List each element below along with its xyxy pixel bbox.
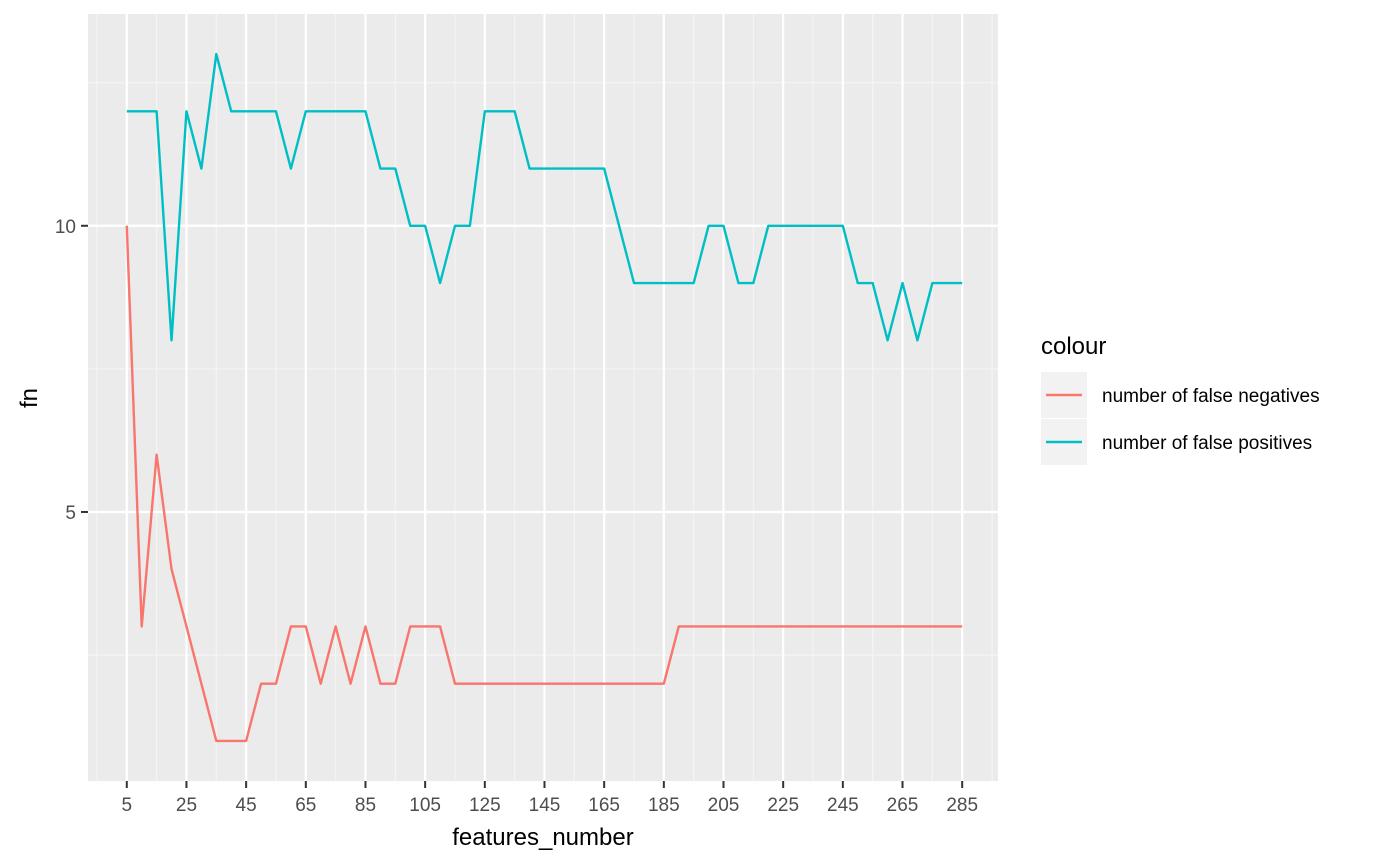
x-tick-label: 185 [648,795,680,816]
y-axis-title: fn [16,388,43,408]
legend-label: number of false positives [1102,433,1312,454]
y-tick-label: 5 [65,503,76,524]
legend-items: number of false negatives number of false… [1041,372,1320,465]
x-tick-label: 145 [529,795,561,816]
legend-label: number of false negatives [1102,386,1320,407]
series-line-false-negatives [125,225,963,743]
panel-background [88,14,998,781]
x-tick-label: 45 [236,795,257,816]
series-line-false-positives [126,52,963,342]
major-gridlines [88,14,998,781]
x-tick-label: 25 [176,795,197,816]
x-tick-label: 265 [887,795,919,816]
series-lines [125,52,963,743]
x-axis-title: features_number [452,824,633,851]
x-tick-label: 245 [827,795,859,816]
legend-title: colour [1041,333,1106,360]
x-axis-tick-labels: 5 25 45 65 85 105 125 145 165 185 205 225 245 265 285 [121,795,978,816]
y-tick-label: 10 [55,217,76,238]
x-tick-label: 285 [946,795,978,816]
minor-gridlines [88,14,998,781]
x-tick-label: 205 [708,795,740,816]
x-tick-label: 85 [355,795,376,816]
y-axis-tick-labels: 5 10 [55,217,76,524]
axis-ticks [81,224,964,788]
x-tick-label: 165 [588,795,620,816]
x-tick-label: 105 [409,795,441,816]
x-tick-label: 225 [767,795,799,816]
x-tick-label: 65 [295,795,316,816]
x-tick-label: 5 [121,795,132,816]
x-tick-label: 125 [469,795,501,816]
